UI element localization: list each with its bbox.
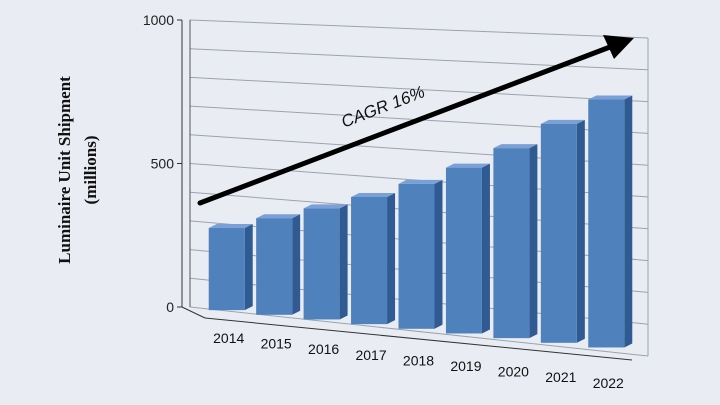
cagr-arrow <box>197 35 634 206</box>
bar-top <box>493 144 538 149</box>
bar-side <box>576 119 585 343</box>
bar-front <box>256 218 293 315</box>
bar-top <box>208 224 253 229</box>
bar-2018 <box>398 179 443 329</box>
bar-top <box>256 214 301 219</box>
gridline <box>189 48 649 71</box>
bar-2019 <box>445 163 490 334</box>
y-tick-label: 1000 <box>143 12 174 28</box>
cagr-arrow-shaft <box>197 44 613 206</box>
bar-top <box>540 119 585 124</box>
bar-side <box>481 163 490 334</box>
bars <box>208 95 633 348</box>
bar-front <box>303 208 340 320</box>
x-tick-label: 2017 <box>355 347 386 363</box>
bar-2021 <box>540 119 585 343</box>
gridline <box>189 19 649 39</box>
floor-left-edge <box>181 306 206 319</box>
bar-side <box>624 95 633 348</box>
bar-2015 <box>256 214 301 315</box>
bar-2022 <box>588 95 633 348</box>
x-tick-label: 2021 <box>545 369 576 385</box>
bar-side <box>387 192 396 325</box>
x-tick-label: 2020 <box>498 364 529 380</box>
y-tick-label: 500 <box>151 156 175 172</box>
bar-top <box>398 179 443 184</box>
bar-2014 <box>208 224 253 311</box>
bar-front <box>398 183 435 329</box>
x-axis-line <box>204 317 633 361</box>
bar-side <box>292 214 301 315</box>
bar-front <box>493 148 530 339</box>
bar-top <box>588 95 633 100</box>
bar-side <box>244 224 253 311</box>
gridline <box>189 306 649 357</box>
tick-labels: 0 500 1000 <box>143 12 182 315</box>
bar-top <box>303 204 348 209</box>
bar-side <box>529 144 538 339</box>
y-axis-label-line2: (millions) <box>81 136 100 205</box>
bar-front <box>588 99 625 348</box>
x-tick-label: 2019 <box>450 358 481 374</box>
bar-2020 <box>493 144 538 339</box>
gridline <box>189 76 649 103</box>
bar-top <box>351 192 396 197</box>
bar-front <box>445 167 482 334</box>
bar-front <box>540 123 577 343</box>
bar-side <box>339 204 348 320</box>
x-tick-label: 2015 <box>261 336 292 352</box>
x-tick-label: 2022 <box>593 375 624 391</box>
x-tick-label: 2018 <box>403 352 434 368</box>
x-tick-label: 2014 <box>213 330 244 346</box>
cagr-arrow-head <box>603 35 634 59</box>
x-tick-label: 2016 <box>308 341 339 357</box>
bar-2017 <box>351 192 396 325</box>
category-labels: 2014 2015 2016 2017 2018 2019 2020 2021 2022 <box>213 330 624 391</box>
bar-front <box>351 196 388 325</box>
bar-top <box>445 163 490 168</box>
bar-2016 <box>303 204 348 320</box>
bar-side <box>434 179 443 329</box>
bar-front <box>208 228 245 311</box>
y-axis-label-line1: Luminaire Unit Shipment <box>55 76 74 264</box>
y-tick-label: 0 <box>166 299 174 315</box>
